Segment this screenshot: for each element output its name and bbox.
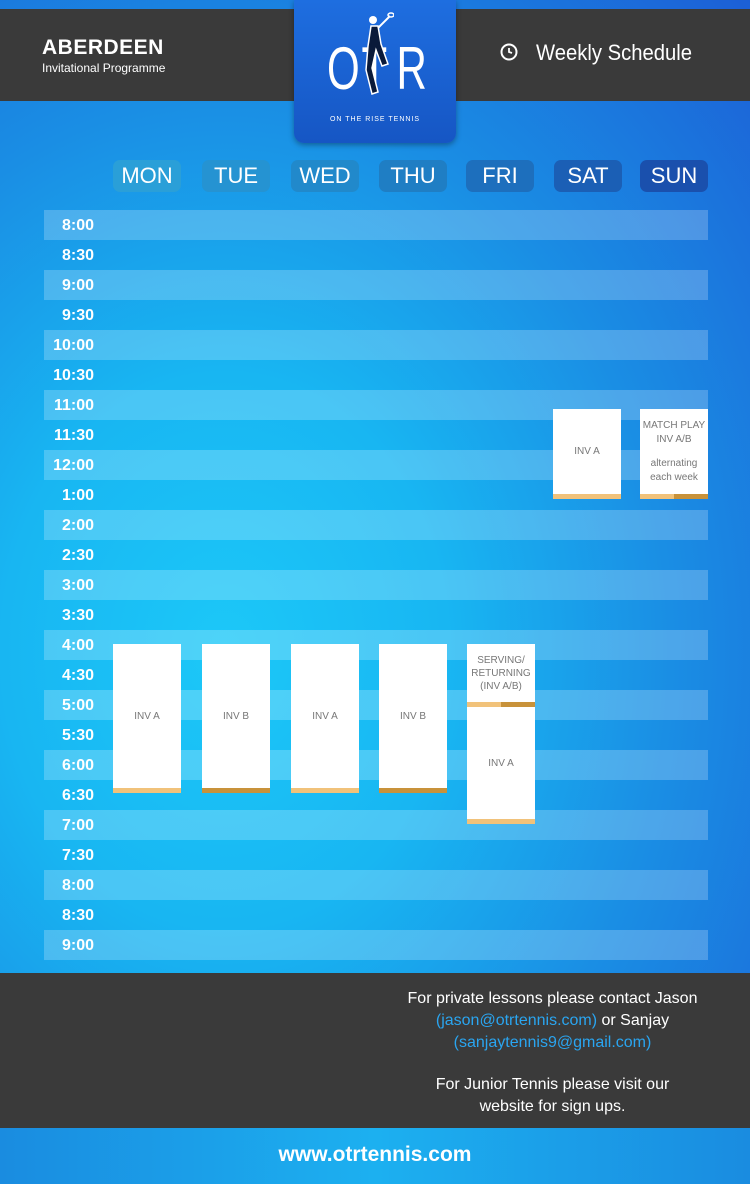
footer-signup-line: website for sign ups.: [479, 1098, 626, 1115]
session-bar: [553, 494, 621, 499]
header-left-panel: [0, 9, 294, 101]
day-header-wed: WED: [291, 160, 359, 192]
day-header-sun: SUN: [640, 160, 708, 192]
time-row: [44, 330, 708, 360]
time-row: [44, 300, 708, 330]
footer-contact-line: For private lessons please contact Jason: [407, 990, 698, 1007]
time-label: 3:00: [61, 577, 94, 594]
time-row: [44, 210, 708, 240]
time-label: 2:00: [61, 517, 94, 534]
footer-junior-line: For Junior Tennis please visit our: [435, 1076, 670, 1093]
clock-icon: [500, 43, 518, 61]
day-header-sat: SAT: [554, 160, 622, 192]
session-bar: [674, 494, 708, 499]
session-label: INV A: [312, 710, 338, 722]
time-label: 4:30: [61, 667, 94, 684]
brand-title: ABERDEEN: [42, 36, 164, 59]
time-label: 5:00: [61, 697, 94, 714]
session-bar: [202, 788, 270, 793]
time-row: [44, 540, 708, 570]
time-label: 8:00: [61, 217, 94, 234]
logo-caption: ON THE RISE TENNIS: [329, 116, 421, 123]
otr-logo[interactable]: O T R ON THE RISE TENNIS: [294, 0, 456, 143]
session-bar: [501, 702, 535, 707]
day-header-tue: TUE: [202, 160, 270, 192]
session-label: MATCH PLAY: [642, 419, 706, 431]
time-row: [44, 840, 708, 870]
time-label: 9:00: [61, 277, 94, 294]
header-right-panel: [456, 9, 750, 101]
session-label: INV A: [574, 446, 600, 457]
weekly-schedule-label: Weekly Schedule: [536, 40, 693, 65]
brand-subtitle: Invitational Programme: [42, 61, 166, 75]
session-label: SERVING/ RETURNING (INV A/B): [471, 654, 531, 692]
time-label: 8:30: [61, 907, 94, 924]
footer-panel: [0, 973, 750, 1128]
tennis-player-icon: [365, 12, 394, 95]
time-row: [44, 570, 708, 600]
session-block-sun[interactable]: MATCH PLAY INV A/B alternating each week: [640, 409, 708, 494]
time-label: 3:30: [61, 607, 94, 624]
logo-letter-r: R: [396, 35, 427, 102]
time-row: [44, 270, 708, 300]
time-label: 8:00: [61, 877, 94, 894]
session-block-fri-serving[interactable]: SERVING/ RETURNING (INV A/B): [467, 644, 535, 702]
time-label: 10:00: [53, 337, 94, 354]
session-bar: [291, 788, 359, 793]
time-label: 9:30: [61, 307, 94, 324]
session-bar: [640, 494, 674, 499]
website-link[interactable]: www.otrtennis.com: [278, 1143, 472, 1166]
email-jason-link[interactable]: (jason@otrtennis.com): [435, 1012, 598, 1029]
session-bar: [467, 819, 535, 824]
time-row: [44, 930, 708, 960]
session-block-sat[interactable]: INV A: [553, 409, 621, 494]
day-header-mon: MON: [113, 160, 181, 192]
footer-url-bar: [0, 1128, 750, 1184]
session-note: alternating: [650, 457, 698, 469]
session-note: each week: [650, 471, 698, 483]
time-label: 9:00: [61, 937, 94, 954]
time-label: 6:00: [61, 757, 94, 774]
time-label: 7:30: [61, 847, 94, 864]
time-label: 10:30: [53, 367, 94, 384]
time-label: 11:30: [53, 427, 94, 444]
session-bar: [379, 788, 447, 793]
time-label: 8:30: [61, 247, 94, 264]
time-row: [44, 810, 708, 840]
day-header-fri: FRI: [466, 160, 534, 192]
session-block-wed[interactable]: INV A: [291, 644, 359, 788]
footer-or-sanjay: or Sanjay: [597, 1012, 670, 1029]
session-label: INV A: [134, 710, 160, 722]
footer-sanjay-line: (sanjaytennis9@gmail.com): [380, 1034, 725, 1052]
time-label: 11:00: [53, 397, 94, 414]
email-sanjay-link[interactable]: (sanjaytennis9@gmail.com): [453, 1034, 652, 1051]
session-block-fri-inv-a[interactable]: INV A: [467, 707, 535, 819]
session-label: INV A/B: [656, 433, 692, 445]
time-row: [44, 870, 708, 900]
time-label: 12:00: [53, 457, 94, 474]
session-block-mon[interactable]: INV A: [113, 644, 181, 788]
session-label: INV B: [399, 710, 427, 722]
time-label: 2:30: [61, 547, 94, 564]
session-block-tue[interactable]: INV B: [202, 644, 270, 788]
time-row: [44, 360, 708, 390]
time-row: [44, 240, 708, 270]
session-bar: [113, 788, 181, 793]
time-label: 1:00: [61, 487, 94, 504]
day-header-thu: THU: [379, 160, 447, 192]
logo-letter-o: O: [327, 35, 360, 102]
time-label: 6:30: [61, 787, 94, 804]
session-label: INV A: [488, 757, 514, 769]
footer-contact-emails: (jason@otrtennis.com) or Sanjay: [380, 1012, 725, 1030]
time-label: 4:00: [61, 637, 94, 654]
session-label: INV B: [222, 710, 250, 722]
time-label: 5:30: [61, 727, 94, 744]
time-row: [44, 900, 708, 930]
session-bar: [467, 702, 501, 707]
session-block-thu[interactable]: INV B: [379, 644, 447, 788]
time-row: [44, 600, 708, 630]
time-label: 7:00: [61, 817, 94, 834]
time-row: [44, 510, 708, 540]
